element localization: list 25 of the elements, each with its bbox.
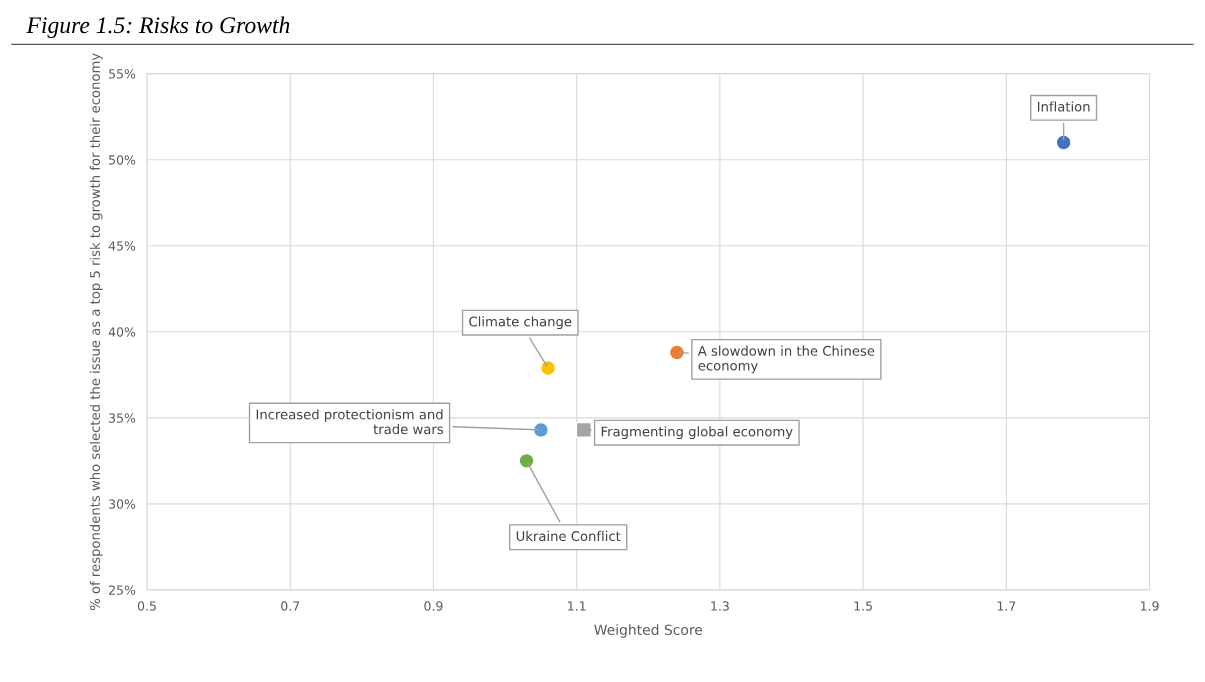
x-tick-label: 0.9: [424, 601, 443, 611]
annotation: Fragmenting global economy: [601, 426, 793, 440]
x-tick-label: 0.5: [137, 601, 156, 611]
x-tick-label: 1.7: [997, 601, 1016, 611]
y-tick-label: 25%: [109, 585, 136, 595]
annotation: Climate change: [469, 316, 572, 330]
x-tick-label: 1.5: [854, 601, 872, 611]
y-tick-label: 30%: [109, 499, 136, 509]
x-axis-title: Weighted Score: [594, 624, 703, 638]
chart-title: Figure 1.5: Risks to Growth: [26, 16, 290, 38]
x-tick-label: 1.3: [711, 601, 729, 611]
annotation: Inflation: [1037, 101, 1090, 112]
annotation: Ukraine Conflict: [516, 530, 621, 542]
x-tick-label: 1.1: [568, 601, 586, 611]
annotation: A slowdown in the Chinese economy: [697, 345, 875, 374]
y-tick-label: 50%: [109, 155, 136, 165]
y-tick-label: 55%: [109, 69, 136, 79]
y-tick-label: 40%: [108, 327, 136, 337]
y-tick-label: 45%: [108, 241, 136, 251]
x-tick-label: 0.7: [281, 601, 300, 611]
y-axis-title: % of respondents who selected the issue as a top 5 risk to growth for their economy: [89, 53, 103, 611]
point: [576, 422, 592, 438]
annotation: Increased protectionism and trade wars: [256, 409, 444, 435]
y-tick-label: 35%: [109, 413, 136, 423]
x-tick-label: 1.9: [1141, 601, 1159, 611]
